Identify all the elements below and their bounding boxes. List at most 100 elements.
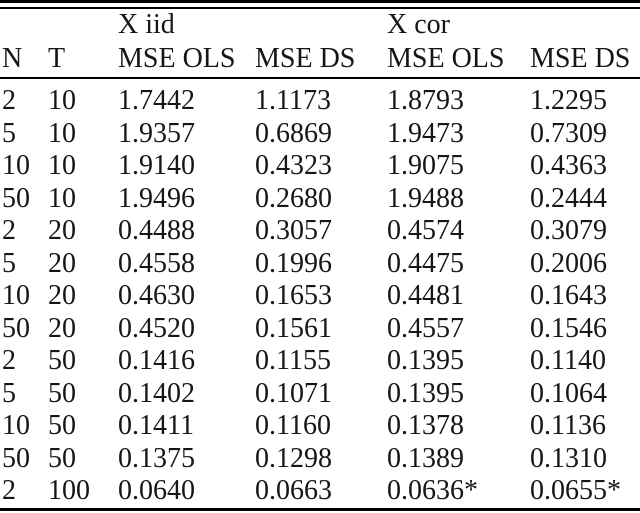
cell: 0.1160	[255, 410, 331, 441]
cell: 0.1389	[387, 442, 464, 474]
cell: 20	[48, 247, 76, 279]
column-header-n: N	[2, 43, 23, 74]
cell: 0.1375	[118, 442, 195, 474]
group-header-row: X iid X cor	[0, 9, 640, 41]
cell: 0.7309	[530, 117, 607, 149]
cell: 0.1071	[255, 377, 332, 409]
cell: 0.4475	[387, 247, 464, 279]
table-row: 10 20 0.4630 0.1653 0.4481 0.1643	[0, 280, 640, 313]
cell: 1.9496	[118, 182, 195, 214]
cell: 0.4520	[118, 312, 195, 344]
top-rule-gap	[0, 3, 640, 7]
table-row: 5 20 0.4558 0.1996 0.4475 0.2006	[0, 248, 640, 281]
column-header-row: N T MSE OLS MSE DS MSE OLS MSE DS	[0, 41, 640, 78]
cell: 0.1310	[530, 442, 607, 474]
table-row: 10 50 0.1411 0.1160 0.1378 0.1136	[0, 410, 640, 443]
cell: 0.1546	[530, 312, 607, 344]
cell: 10	[2, 280, 30, 311]
cell: 0.2006	[530, 247, 607, 279]
cell: 0.4363	[530, 150, 607, 181]
cell: 0.4557	[387, 312, 464, 344]
cell: 0.1561	[255, 312, 332, 344]
cell: 2	[2, 475, 16, 506]
cell: 0.1411	[118, 410, 194, 441]
cell: 20	[48, 312, 76, 344]
cell: 10	[48, 150, 76, 181]
cell: 2	[2, 215, 16, 246]
bottom-rule	[0, 507, 640, 511]
cell: 0.1136	[530, 410, 606, 441]
cell: 0.1378	[387, 410, 464, 441]
cell: 1.9357	[118, 117, 195, 149]
top-rule-inner	[0, 7, 640, 9]
table-row: 10 10 1.9140 0.4323 1.9075 0.4363	[0, 150, 640, 183]
cell: 100	[48, 475, 90, 506]
cell: 50	[48, 442, 76, 474]
cell: 10	[2, 150, 30, 181]
cell: 1.9075	[387, 150, 464, 181]
cell: 2	[2, 85, 16, 116]
column-header-t: T	[48, 43, 66, 74]
cell: 0.4323	[255, 150, 332, 181]
cell: 1.1173	[255, 85, 331, 116]
cell: 0.3057	[255, 215, 332, 246]
cell: 0.1395	[387, 377, 464, 409]
cell: 10	[48, 117, 76, 149]
cell: 1.9473	[387, 117, 464, 149]
table-row: 2 10 1.7442 1.1173 1.8793 1.2295	[0, 78, 640, 118]
cell: 0.0655*	[530, 475, 621, 506]
cell: 1.9488	[387, 182, 464, 214]
cell: 0.1643	[530, 280, 607, 311]
cell: 0.1064	[530, 377, 607, 409]
column-header-mse-ds-iid: MSE DS	[255, 43, 356, 74]
cell: 0.4481	[387, 280, 464, 311]
cell: 1.8793	[387, 85, 464, 116]
cell: 5	[2, 117, 16, 149]
cell: 0.3079	[530, 215, 607, 246]
cell: 50	[2, 182, 30, 214]
column-header-mse-ds-cor: MSE DS	[530, 43, 631, 74]
cell: 0.4574	[387, 215, 464, 246]
cell: 50	[48, 345, 76, 376]
cell: 10	[48, 182, 76, 214]
cell: 0.0636*	[387, 475, 478, 506]
column-header-mse-ols-iid: MSE OLS	[118, 43, 236, 74]
cell: 0.1402	[118, 377, 195, 409]
cell: 10	[48, 85, 76, 116]
table-row: 50 20 0.4520 0.1561 0.4557 0.1546	[0, 313, 640, 346]
table-body: 2 10 1.7442 1.1173 1.8793 1.2295 5 10 1.9357 0.68…	[0, 78, 640, 508]
cell: 20	[48, 280, 76, 311]
table-row: 5 10 1.9357 0.6869 1.9473 0.7309	[0, 118, 640, 151]
cell: 0.1416	[118, 345, 195, 376]
cell: 0.1140	[530, 345, 606, 376]
cell: 0.2680	[255, 182, 332, 214]
cell: 2	[2, 345, 16, 376]
table-row: 5 50 0.1402 0.1071 0.1395 0.1064	[0, 378, 640, 411]
top-rule-outer	[0, 0, 640, 3]
cell: 5	[2, 377, 16, 409]
cell: 50	[2, 442, 30, 474]
cell: 0.0640	[118, 475, 195, 506]
cell: 0.4488	[118, 215, 195, 246]
table-row: 2 50 0.1416 0.1155 0.1395 0.1140	[0, 345, 640, 378]
group-header-x-iid: X iid	[118, 9, 175, 40]
cell: 0.4630	[118, 280, 195, 311]
cell: 1.2295	[530, 85, 607, 116]
cell: 0.1298	[255, 442, 332, 474]
column-header-mse-ols-cor: MSE OLS	[387, 43, 505, 74]
cell: 50	[2, 312, 30, 344]
cell: 0.1155	[255, 345, 331, 376]
table-header: X iid X cor N T MSE OLS MSE DS MSE OLS M…	[0, 9, 640, 78]
table-row: 2 100 0.0640 0.0663 0.0636* 0.0655*	[0, 475, 640, 508]
results-table: X iid X cor N T MSE OLS MSE DS MSE OLS M…	[0, 9, 640, 508]
cell: 0.6869	[255, 117, 332, 149]
cell: 10	[2, 410, 30, 441]
cell: 50	[48, 377, 76, 409]
group-header-empty	[0, 9, 116, 41]
cell: 0.1653	[255, 280, 332, 311]
table-row: 50 50 0.1375 0.1298 0.1389 0.1310	[0, 443, 640, 476]
cell: 0.0663	[255, 475, 332, 506]
table-row: 2 20 0.4488 0.3057 0.4574 0.3079	[0, 215, 640, 248]
cell: 5	[2, 247, 16, 279]
